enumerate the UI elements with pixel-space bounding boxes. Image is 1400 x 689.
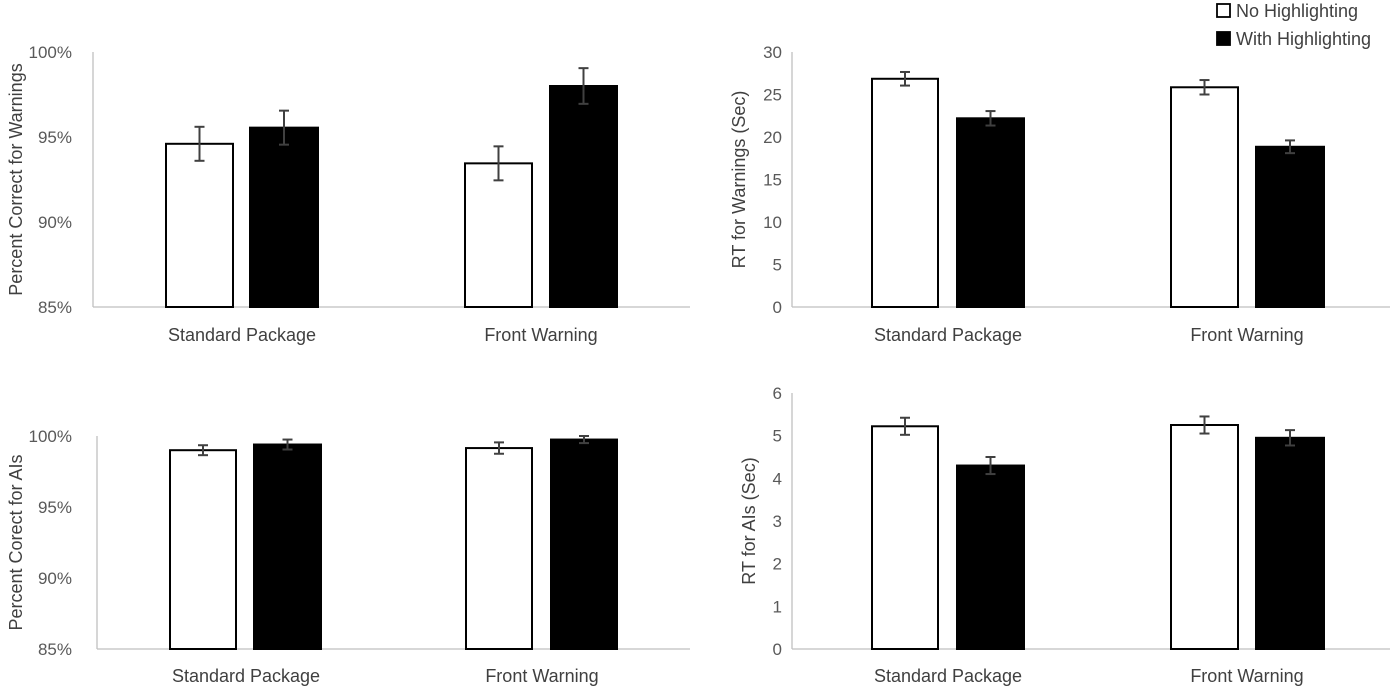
y-tick-label: 95% (38, 498, 72, 517)
bar-no-highlighting-standard-package (871, 425, 939, 650)
bar-no-highlighting-standard-package (871, 77, 939, 309)
y-tick-label: 6 (773, 384, 782, 403)
bar-no-highlighting-standard-package (169, 449, 237, 651)
error-bar-with-highlighting-front-warning (1285, 139, 1295, 155)
error-bar-no-highlighting-standard-package (900, 416, 910, 436)
x-category-label: Standard Package (874, 666, 1022, 686)
y-axis-label: RT for AIs (Sec) (739, 457, 759, 584)
y-axis-label: Percent Corect for AIs (6, 454, 26, 630)
bar-no-highlighting-front-warning (464, 162, 533, 308)
y-tick-label: 10 (763, 213, 782, 232)
error-bar-no-highlighting-standard-package (900, 70, 910, 87)
y-tick-label: 0 (773, 640, 782, 659)
chart-panel-2: 0 5 10 15 20 25 30 RT for Warnings (Sec) Standar… (729, 43, 1390, 345)
chart-panel-3: 85% 90% 95% 100%Percent Corect for AIs Stand… (6, 427, 690, 686)
legend: No Highlighting With Highlighting (1216, 1, 1371, 49)
bar-with-highlighting-standard-package (253, 443, 322, 650)
error-bar-no-highlighting-standard-package (198, 444, 208, 457)
bar-with-highlighting-standard-package (956, 464, 1025, 650)
x-category-label: Front Warning (1190, 666, 1303, 686)
error-bar-no-highlighting-front-warning (494, 441, 504, 455)
x-category-label: Standard Package (172, 666, 320, 686)
x-category-label: Front Warning (484, 325, 597, 345)
y-tick-label: 90% (38, 213, 72, 232)
chart-panel-1: 85% 90% 95% 100%Percent Correct for Warning… (6, 43, 690, 345)
error-bar-no-highlighting-front-warning (1199, 415, 1210, 435)
y-tick-label: 4 (773, 469, 782, 488)
y-tick-label: 100% (29, 427, 72, 446)
bar-with-highlighting-standard-package (956, 117, 1025, 308)
y-tick-label: 100% (29, 43, 72, 62)
legend-label-no-highlighting: No Highlighting (1236, 1, 1358, 21)
error-bar-with-highlighting-standard-package (985, 456, 996, 476)
y-tick-label: 5 (773, 256, 782, 275)
y-tick-label: 95% (38, 128, 72, 147)
y-tick-label: 90% (38, 569, 72, 588)
error-bar-no-highlighting-front-warning (1199, 79, 1210, 96)
y-tick-label: 5 (773, 427, 782, 446)
error-bar-with-highlighting-standard-package (985, 110, 996, 127)
x-category-label: Standard Package (874, 325, 1022, 345)
legend-swatch-with-highlighting (1216, 31, 1231, 46)
legend-swatch-no-highlighting (1216, 3, 1231, 18)
error-bar-with-highlighting-standard-package (282, 438, 293, 451)
x-category-label: Front Warning (485, 666, 598, 686)
error-bar-no-highlighting-standard-package (194, 125, 205, 162)
chart-panel-4: 0 1 2 3 4 5 6 RT for AIs (Sec) Standard Package F… (739, 384, 1390, 686)
bar-with-highlighting-standard-package (249, 126, 319, 309)
bar-with-highlighting-front-warning (549, 85, 618, 308)
bar-with-highlighting-front-warning (1255, 436, 1325, 650)
error-bar-no-highlighting-front-warning (493, 145, 504, 182)
y-tick-label: 1 (773, 597, 782, 616)
y-tick-label: 3 (773, 512, 782, 531)
y-axis-label: Percent Correct for Warnings (6, 63, 26, 295)
y-tick-label: 2 (773, 555, 782, 574)
y-tick-label: 20 (763, 128, 782, 147)
legend-label-with-highlighting: With Highlighting (1236, 29, 1371, 49)
error-bar-with-highlighting-standard-package (279, 109, 289, 146)
y-tick-label: 30 (763, 43, 782, 62)
bar-no-highlighting-standard-package (165, 142, 234, 308)
error-bar-with-highlighting-front-warning (578, 67, 589, 105)
x-category-label: Standard Package (168, 325, 316, 345)
bar-no-highlighting-front-warning (465, 447, 533, 650)
y-tick-label: 15 (763, 171, 782, 190)
bar-with-highlighting-front-warning (1255, 145, 1325, 308)
bar-with-highlighting-front-warning (550, 438, 618, 650)
y-tick-label: 0 (773, 298, 782, 317)
y-tick-label: 85% (38, 298, 72, 317)
error-bar-with-highlighting-front-warning (579, 435, 589, 445)
y-axis-label: RT for Warnings (Sec) (729, 91, 749, 269)
error-bar-with-highlighting-front-warning (1285, 429, 1295, 447)
bar-no-highlighting-front-warning (1170, 86, 1239, 309)
bar-no-highlighting-front-warning (1170, 424, 1239, 650)
y-tick-label: 85% (38, 640, 72, 659)
x-category-label: Front Warning (1190, 325, 1303, 345)
y-tick-label: 25 (763, 86, 782, 105)
